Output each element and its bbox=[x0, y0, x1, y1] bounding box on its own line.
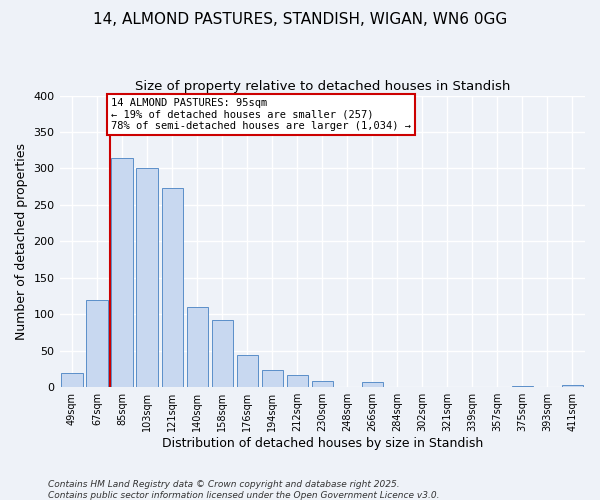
Bar bbox=[236, 355, 258, 387]
Bar bbox=[161, 188, 183, 387]
Bar bbox=[212, 320, 233, 387]
Bar bbox=[187, 307, 208, 387]
Y-axis label: Number of detached properties: Number of detached properties bbox=[15, 143, 28, 340]
Title: Size of property relative to detached houses in Standish: Size of property relative to detached ho… bbox=[134, 80, 510, 93]
Text: 14, ALMOND PASTURES, STANDISH, WIGAN, WN6 0GG: 14, ALMOND PASTURES, STANDISH, WIGAN, WN… bbox=[93, 12, 507, 28]
Bar bbox=[112, 158, 133, 387]
Bar bbox=[86, 300, 108, 387]
Bar bbox=[287, 375, 308, 387]
Bar bbox=[136, 168, 158, 387]
Bar bbox=[512, 386, 533, 387]
Bar bbox=[362, 382, 383, 387]
Bar bbox=[262, 370, 283, 387]
Bar bbox=[311, 382, 333, 387]
Text: Contains HM Land Registry data © Crown copyright and database right 2025.
Contai: Contains HM Land Registry data © Crown c… bbox=[48, 480, 439, 500]
X-axis label: Distribution of detached houses by size in Standish: Distribution of detached houses by size … bbox=[161, 437, 483, 450]
Bar bbox=[61, 372, 83, 387]
Bar bbox=[562, 385, 583, 387]
Text: 14 ALMOND PASTURES: 95sqm
← 19% of detached houses are smaller (257)
78% of semi: 14 ALMOND PASTURES: 95sqm ← 19% of detac… bbox=[111, 98, 411, 131]
